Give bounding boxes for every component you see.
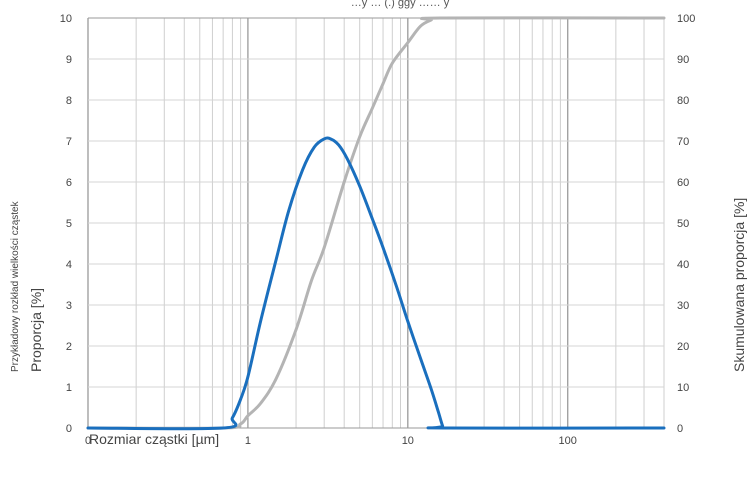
series-line-cumulative [86,16,666,430]
y-axis-subtitle-left: Przykładowy rozkład wielkości cząstek [10,200,21,372]
y-tick-label-right: 0 [677,423,683,435]
y-tick-label-left: 6 [66,177,72,189]
x-axis-title: Rozmiar cząstki [µm] [89,431,219,447]
x-tick-label: 10 [402,435,414,447]
series-group [86,16,666,431]
y-tick-label-left: 10 [60,13,72,25]
y-axis-title-left: Proporcja [%] [28,288,44,372]
chart-title-fragment: …y … (.) ggy …… y [351,0,450,9]
grid [87,17,665,429]
y-tick-label-left: 7 [66,136,72,148]
y-tick-label-right: 10 [677,382,689,394]
x-tick-label: 1 [245,435,251,447]
x-tick-label: 100 [559,435,577,447]
y-tick-label-left: 0 [66,423,72,435]
y-tick-label-right: 100 [677,13,695,25]
y-tick-label-right: 30 [677,300,689,312]
y-tick-label-left: 9 [66,54,72,66]
y-tick-label-right: 20 [677,341,689,353]
y-tick-label-left: 1 [66,382,72,394]
y-tick-label-right: 50 [677,218,689,230]
y-tick-label-right: 80 [677,95,689,107]
y-tick-label-right: 40 [677,259,689,271]
x-tick-label: 0 [85,435,91,447]
y-tick-label-right: 90 [677,54,689,66]
series-line-distribution [86,136,666,431]
y-axis-title-right: Skumulowana proporcja [%] [731,198,747,372]
y-tick-label-left: 3 [66,300,72,312]
y-tick-label-left: 8 [66,95,72,107]
y-tick-label-right: 70 [677,136,689,148]
y-tick-label-left: 4 [66,259,72,271]
y-tick-label-left: 5 [66,218,72,230]
y-tick-label-left: 2 [66,341,72,353]
y-tick-label-right: 60 [677,177,689,189]
